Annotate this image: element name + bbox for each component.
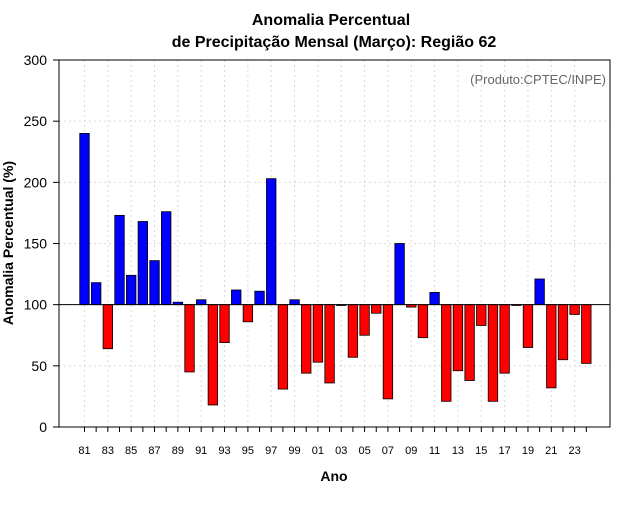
y-tick-label: 50 (31, 358, 47, 374)
bar-12 (441, 304, 452, 402)
bar-24 (581, 304, 592, 364)
bar-22 (557, 304, 569, 361)
bar-23 (569, 304, 580, 315)
bar-11 (429, 292, 440, 306)
x-tick-label: 21 (545, 445, 557, 457)
bar-84 (114, 214, 125, 306)
bar-91 (196, 299, 207, 306)
x-tick-label: 17 (498, 445, 510, 457)
bar-15 (476, 304, 487, 326)
bar-04 (347, 304, 359, 358)
bar-14 (464, 304, 475, 381)
bar-83 (102, 304, 113, 350)
x-tick-label: 23 (569, 445, 581, 457)
x-tick-label: 85 (125, 445, 137, 457)
bar-93 (219, 304, 230, 343)
bar-99 (289, 299, 300, 306)
x-tick-label: 93 (218, 445, 230, 457)
bar-20 (534, 278, 545, 306)
bar-97 (266, 178, 277, 306)
x-tick-label: 03 (335, 445, 347, 457)
bar-13 (452, 304, 464, 372)
bar-01 (312, 304, 324, 363)
chart-title-line-2: de Precipitação Mensal (Março): Região 6… (172, 34, 497, 51)
x-tick-label: 15 (475, 445, 487, 457)
y-axis: 0 50 100 150 200 250 300 (24, 52, 59, 435)
x-tick-label: 07 (382, 445, 394, 457)
y-tick-label: 300 (24, 52, 48, 68)
bar-05 (359, 304, 370, 336)
chart-title-line-1: Anomalia Percentual (252, 12, 410, 29)
y-tick-label: 200 (24, 174, 48, 190)
x-tick-label: 89 (172, 445, 184, 457)
bar-19 (522, 304, 534, 348)
bar-06 (371, 304, 382, 314)
x-tick-label: 19 (522, 445, 534, 457)
y-tick-label: 250 (24, 113, 48, 129)
y-tick-label: 150 (24, 236, 48, 252)
bar-07 (382, 304, 394, 400)
bar-86 (137, 221, 149, 306)
bar-90 (184, 304, 195, 373)
source-annotation: (Produto:CPTEC/INPE) (470, 72, 606, 87)
bar-08 (394, 243, 405, 306)
x-tick-label: 09 (405, 445, 417, 457)
bar-02 (324, 304, 335, 384)
bar-82 (91, 282, 102, 306)
y-tick-label: 100 (24, 297, 48, 313)
bar-21 (546, 304, 557, 389)
bar-10 (417, 304, 429, 339)
bar-92 (207, 304, 219, 406)
bar-17 (499, 304, 510, 374)
x-tick-label: 99 (288, 445, 300, 457)
bar-00 (301, 304, 312, 374)
bar-87 (149, 260, 160, 306)
bar-94 (231, 289, 242, 306)
bar-95 (242, 304, 254, 323)
x-axis: 81 83 85 87 89 91 93 95 97 99 01 03 05 07 09 11 13 15 17 19… (78, 427, 587, 457)
x-tick-label: 81 (78, 445, 90, 457)
x-tick-label: 01 (312, 445, 324, 457)
x-tick-label: 83 (102, 445, 114, 457)
bar-16 (487, 304, 499, 402)
y-axis-label: Anomalia Percentual (%) (0, 161, 16, 325)
x-tick-label: 95 (242, 445, 254, 457)
bar-81 (79, 132, 90, 306)
bar-88 (161, 211, 172, 306)
x-tick-label: 87 (148, 445, 160, 457)
bars (79, 132, 592, 406)
x-tick-label: 11 (429, 445, 440, 457)
x-axis-label: Ano (320, 468, 347, 484)
bar-98 (277, 304, 289, 390)
y-tick-label: 0 (39, 419, 47, 435)
bar-96 (254, 290, 265, 306)
x-tick-label: 13 (452, 445, 464, 457)
bar-85 (126, 274, 137, 306)
x-tick-label: 97 (265, 445, 277, 457)
x-tick-label: 05 (358, 445, 370, 457)
x-tick-label: 91 (195, 445, 207, 457)
